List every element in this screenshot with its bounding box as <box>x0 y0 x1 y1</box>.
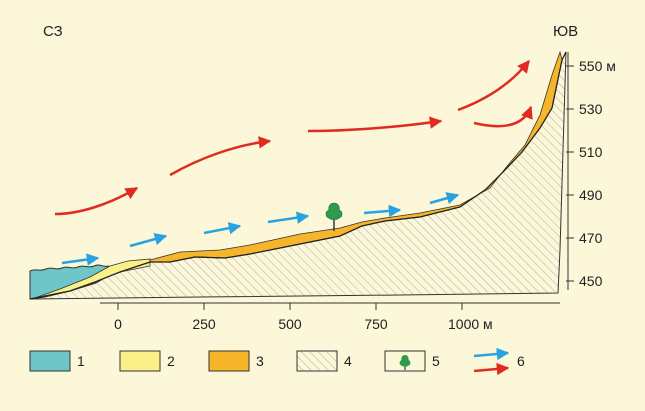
red-arrow <box>169 136 272 177</box>
red-arrow <box>307 116 443 133</box>
legend-label: 3 <box>256 353 264 369</box>
distance-tick-label: 500 <box>278 316 302 332</box>
legend-label: 5 <box>432 353 440 369</box>
distance-tick-label: 0 <box>114 316 122 332</box>
legend-label: 6 <box>517 353 525 369</box>
elevation-tick-label: 490 <box>579 187 603 203</box>
blue-arrow <box>129 232 168 248</box>
legend: 1 2 3 4 5 6 <box>29 347 525 376</box>
direction-se-label: ЮВ <box>553 23 578 40</box>
red-wind-arrows <box>54 60 533 216</box>
elevation-tick-label: 530 <box>579 101 603 117</box>
distance-axis: 0 250 500 750 1000 м <box>100 302 560 332</box>
direction-nw-label: СЗ <box>43 23 63 40</box>
blue-arrow <box>429 192 460 205</box>
distance-tick-label: 1000 м <box>448 316 493 332</box>
legend-label: 4 <box>344 353 352 369</box>
distance-tick-label: 750 <box>364 316 388 332</box>
elevation-tick-label: 510 <box>579 144 603 160</box>
legend-label: 2 <box>167 353 175 369</box>
red-arrow <box>473 105 533 128</box>
bedrock-layer <box>29 51 567 300</box>
tree-icon <box>399 355 411 370</box>
legend-label: 1 <box>77 353 85 369</box>
legend-red-arrow <box>473 362 510 376</box>
elevation-tick-label: 550 м <box>579 58 616 74</box>
blue-arrow <box>61 253 100 266</box>
legend-swatch-bedrock <box>296 350 338 372</box>
elevation-tick-label: 470 <box>579 230 603 246</box>
legend-swatch-orange-sand <box>208 350 250 372</box>
water-body <box>29 264 109 300</box>
legend-blue-arrow <box>473 347 510 361</box>
blue-arrow <box>363 204 402 218</box>
legend-swatch-light-sand <box>119 350 161 372</box>
blue-arrow <box>267 211 310 224</box>
distance-tick-label: 250 <box>192 316 216 332</box>
ground-surface-line <box>29 51 567 300</box>
red-arrow <box>457 60 530 112</box>
tree-icon <box>325 202 343 231</box>
blue-wind-arrows <box>61 192 460 266</box>
blue-arrow <box>203 222 242 235</box>
legend-swatch-water <box>29 350 71 372</box>
elevation-tick-label: 450 <box>579 273 603 289</box>
red-arrow <box>54 186 139 216</box>
elevation-axis: 550 м 530 510 490 470 450 <box>566 52 616 290</box>
